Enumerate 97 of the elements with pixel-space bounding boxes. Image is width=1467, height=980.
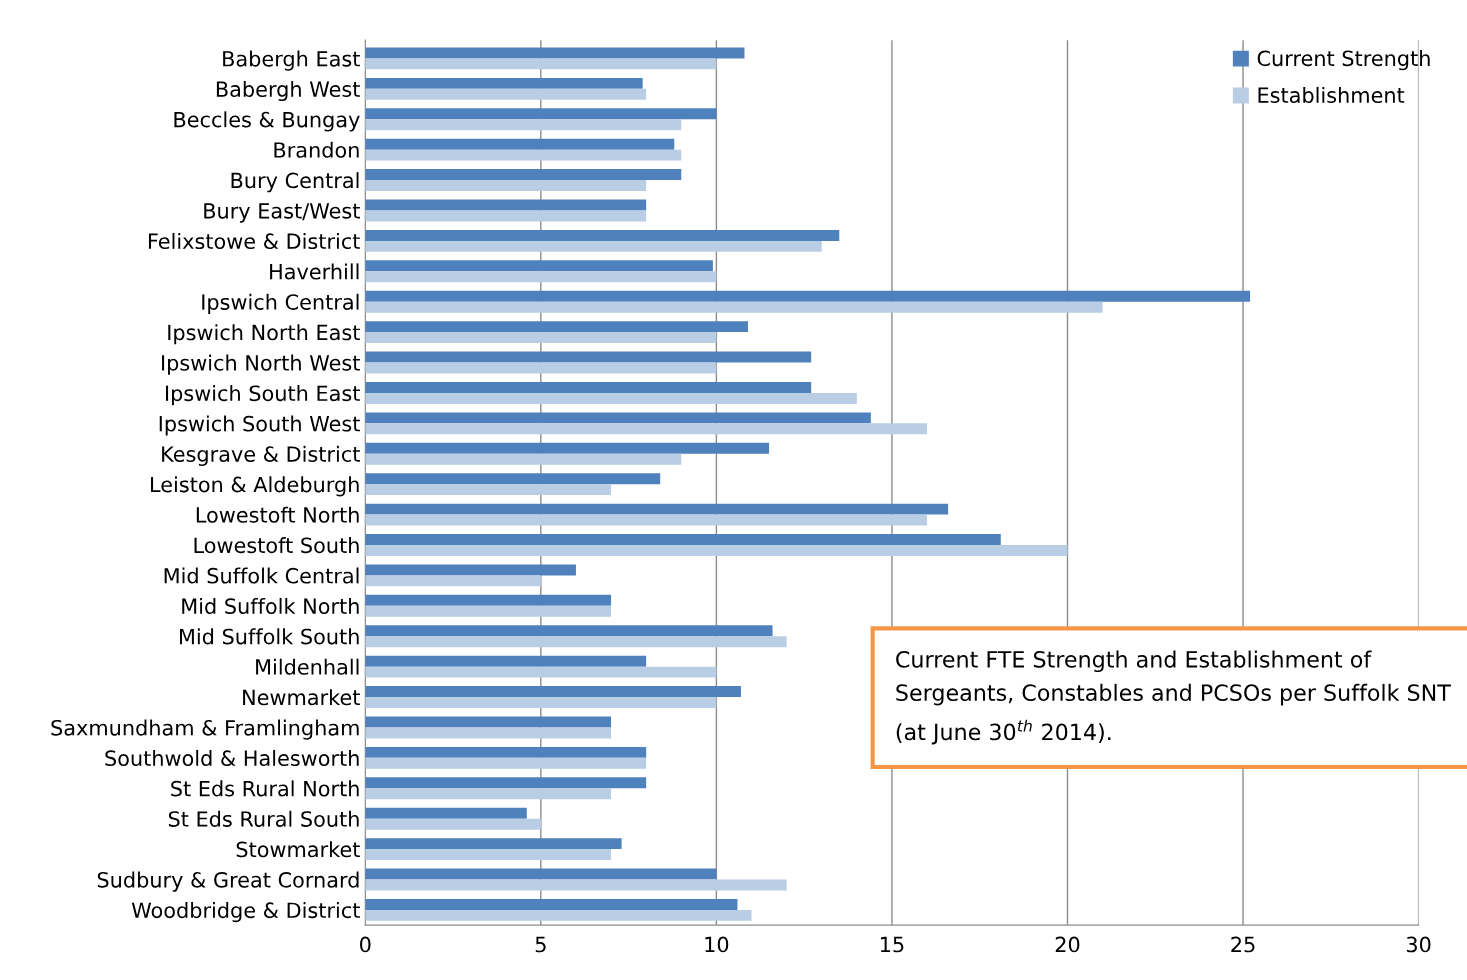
bar xyxy=(365,534,1001,545)
y-tick-label: Saxmundham & Framlingham xyxy=(51,719,359,740)
x-tick-label: 0 xyxy=(360,936,371,953)
bar xyxy=(365,412,871,424)
bar xyxy=(365,453,682,465)
bar xyxy=(365,514,928,526)
bar xyxy=(365,240,822,252)
bar xyxy=(365,746,647,758)
y-tick-label: Beccles & Bungay xyxy=(174,111,360,132)
bar xyxy=(365,229,840,241)
x-tick-label: 25 xyxy=(1231,936,1255,953)
y-tick-label: Haverhill xyxy=(270,263,359,280)
bar xyxy=(365,119,682,131)
bar xyxy=(365,138,675,150)
y-tick-label: Babergh East xyxy=(223,50,360,71)
bar xyxy=(365,716,612,728)
bar xyxy=(365,898,738,910)
bar xyxy=(365,849,612,861)
y-tick-label: St Eds Rural North xyxy=(171,780,359,797)
y-tick-label: Newmarket xyxy=(243,689,360,706)
bar xyxy=(365,77,643,89)
bar xyxy=(365,351,812,363)
y-tick-label: Bury East/West xyxy=(204,203,360,223)
bar xyxy=(365,625,773,637)
bar xyxy=(365,271,717,283)
bar xyxy=(365,757,647,769)
bar xyxy=(365,210,647,222)
bar xyxy=(365,88,647,100)
bar xyxy=(365,442,770,454)
bar xyxy=(365,818,541,830)
y-tick-label: Southwold & Halesworth xyxy=(105,749,359,767)
bar xyxy=(365,58,717,70)
y-tick-label: Ipswich South West xyxy=(159,415,360,436)
legend-label: Current Strength xyxy=(1257,50,1430,71)
y-tick-label: St Eds Rural South xyxy=(168,810,359,827)
bar xyxy=(365,777,647,789)
bar xyxy=(365,392,857,404)
bar xyxy=(365,321,748,333)
bar xyxy=(365,362,717,374)
annotation: Current FTE Strength and Establishment of Sergeants, Constables and PCSOs per Suffolk SNT (at June 30$^{th}$ 2014). xyxy=(896,650,1451,745)
y-tick-label: Lowestoft South xyxy=(194,537,359,554)
bar xyxy=(365,473,661,485)
y-tick-label: Ipswich South East xyxy=(166,385,360,406)
x-tick-label: 15 xyxy=(880,936,904,953)
y-tick-label: Ipswich North East xyxy=(168,324,360,345)
y-tick-label: Lowestoft North xyxy=(196,506,359,523)
bar xyxy=(365,381,812,393)
bar xyxy=(365,544,1068,556)
bar xyxy=(365,260,713,272)
bar xyxy=(365,423,928,435)
bar xyxy=(365,655,647,667)
bar xyxy=(365,180,647,192)
bar xyxy=(365,108,717,120)
y-tick-label: Mid Suffolk South xyxy=(179,628,359,645)
y-tick-label: Felixstowe & District xyxy=(148,232,360,250)
bar xyxy=(365,807,527,819)
y-tick-label: Woodbridge & District xyxy=(131,902,360,923)
bar xyxy=(365,788,612,800)
bar xyxy=(365,727,612,739)
bar xyxy=(365,666,717,678)
y-tick-label: Mid Suffolk Central xyxy=(164,567,359,584)
bar xyxy=(365,47,745,59)
bar xyxy=(365,838,622,850)
bar xyxy=(365,199,647,211)
y-tick-label: Mildenhall xyxy=(256,658,359,675)
y-tick-label: Ipswich Central xyxy=(202,293,359,314)
bar xyxy=(365,594,612,606)
bar xyxy=(365,301,1103,313)
bar xyxy=(365,332,717,344)
bar xyxy=(365,909,752,921)
bar xyxy=(365,636,787,648)
x-tick-label: 10 xyxy=(705,936,729,953)
bar xyxy=(365,686,741,698)
bar xyxy=(365,605,612,617)
bar xyxy=(365,868,717,880)
bar xyxy=(365,484,612,496)
y-tick-label: Stowmarket xyxy=(236,841,360,858)
bar xyxy=(365,503,949,515)
bar xyxy=(365,564,576,576)
x-tick-label: 20 xyxy=(1055,936,1080,953)
bar xyxy=(365,149,682,161)
y-tick-label: Leiston & Aldeburgh xyxy=(151,476,359,497)
legend-label: Establishment xyxy=(1258,86,1405,104)
y-tick-label: Ipswich North West xyxy=(162,354,360,375)
x-tick-label: 5 xyxy=(535,936,546,953)
y-tick-label: Kesgrave & District xyxy=(162,445,360,467)
bar xyxy=(365,879,787,891)
bar xyxy=(365,169,682,181)
bar xyxy=(365,697,717,708)
bar xyxy=(365,290,1251,302)
y-tick-label: Mid Suffolk North xyxy=(182,597,359,615)
y-tick-label: Bury Central xyxy=(231,172,359,193)
y-tick-label: Sudbury & Great Cornard xyxy=(97,871,359,892)
y-tick-label: Babergh West xyxy=(216,80,360,102)
y-tick-label: Brandon xyxy=(274,141,359,158)
bar xyxy=(365,575,541,587)
x-tick-label: 30 xyxy=(1406,936,1431,953)
